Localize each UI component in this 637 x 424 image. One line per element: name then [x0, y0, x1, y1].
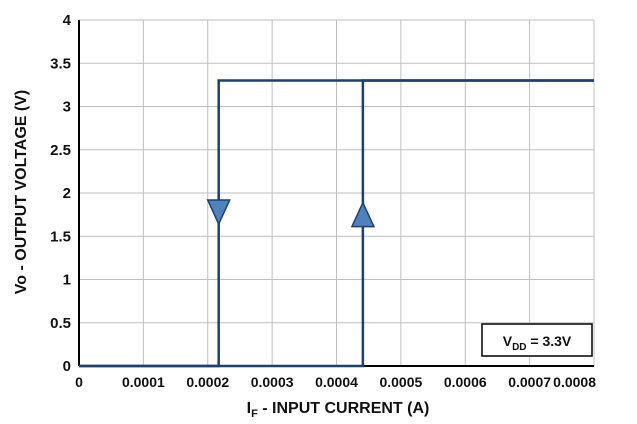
- y-tick-label: 4: [63, 12, 72, 29]
- y-tick-label: 1.5: [50, 228, 71, 245]
- x-tick-label: 0.0004: [315, 374, 358, 390]
- y-tick-labels: 0 0.5 1 1.5 2 2.5 3 3.5 4: [50, 12, 72, 375]
- x-tick-label: 0.0005: [379, 374, 422, 390]
- x-tick-label: 0.0008: [553, 374, 596, 390]
- x-axis-title-main: I: [247, 400, 251, 417]
- vdd-prefix: V: [503, 333, 513, 349]
- x-tick-labels: 0 0.0001 0.0002 0.0003 0.0004 0.0005 0.0006 0.0…: [75, 374, 596, 390]
- y-tick-label: 2: [63, 185, 71, 202]
- x-tick-label: 0.0006: [444, 374, 487, 390]
- x-axis-title: IF - INPUT CURRENT (A): [247, 400, 430, 420]
- y-tick-label: 1: [63, 272, 71, 289]
- x-axis-title-rest: - INPUT CURRENT (A): [258, 400, 430, 417]
- x-tick-label: 0.0003: [251, 374, 294, 390]
- y-tick-label: 0.5: [50, 315, 71, 332]
- x-tick-label: 0.0002: [186, 374, 229, 390]
- x-tick-label: 0.0007: [508, 374, 551, 390]
- arrow-down-icon: [206, 199, 231, 226]
- y-tick-label: 3: [63, 99, 71, 116]
- vdd-suffix: = 3.3V: [527, 333, 572, 349]
- y-tick-label: 0: [63, 358, 71, 375]
- y-axis-title: Vo - OUTPUT VOLTAGE (V): [13, 90, 30, 294]
- arrow-up-icon: [350, 200, 376, 228]
- vdd-annotation: VDD = 3.3V: [481, 323, 593, 357]
- y-tick-label: 3.5: [50, 55, 71, 72]
- direction-arrows: [206, 199, 376, 228]
- x-axis-title-subscript: F: [251, 408, 258, 420]
- vdd-subscript: DD: [512, 342, 526, 353]
- x-tick-label: 0.0001: [122, 374, 165, 390]
- vdd-annotation-text: VDD = 3.3V: [503, 333, 572, 353]
- y-tick-label: 2.5: [50, 142, 71, 159]
- grid-lines: [78, 19, 595, 367]
- vdd-annotation-box: [481, 323, 593, 357]
- x-tick-label: 0: [75, 374, 83, 390]
